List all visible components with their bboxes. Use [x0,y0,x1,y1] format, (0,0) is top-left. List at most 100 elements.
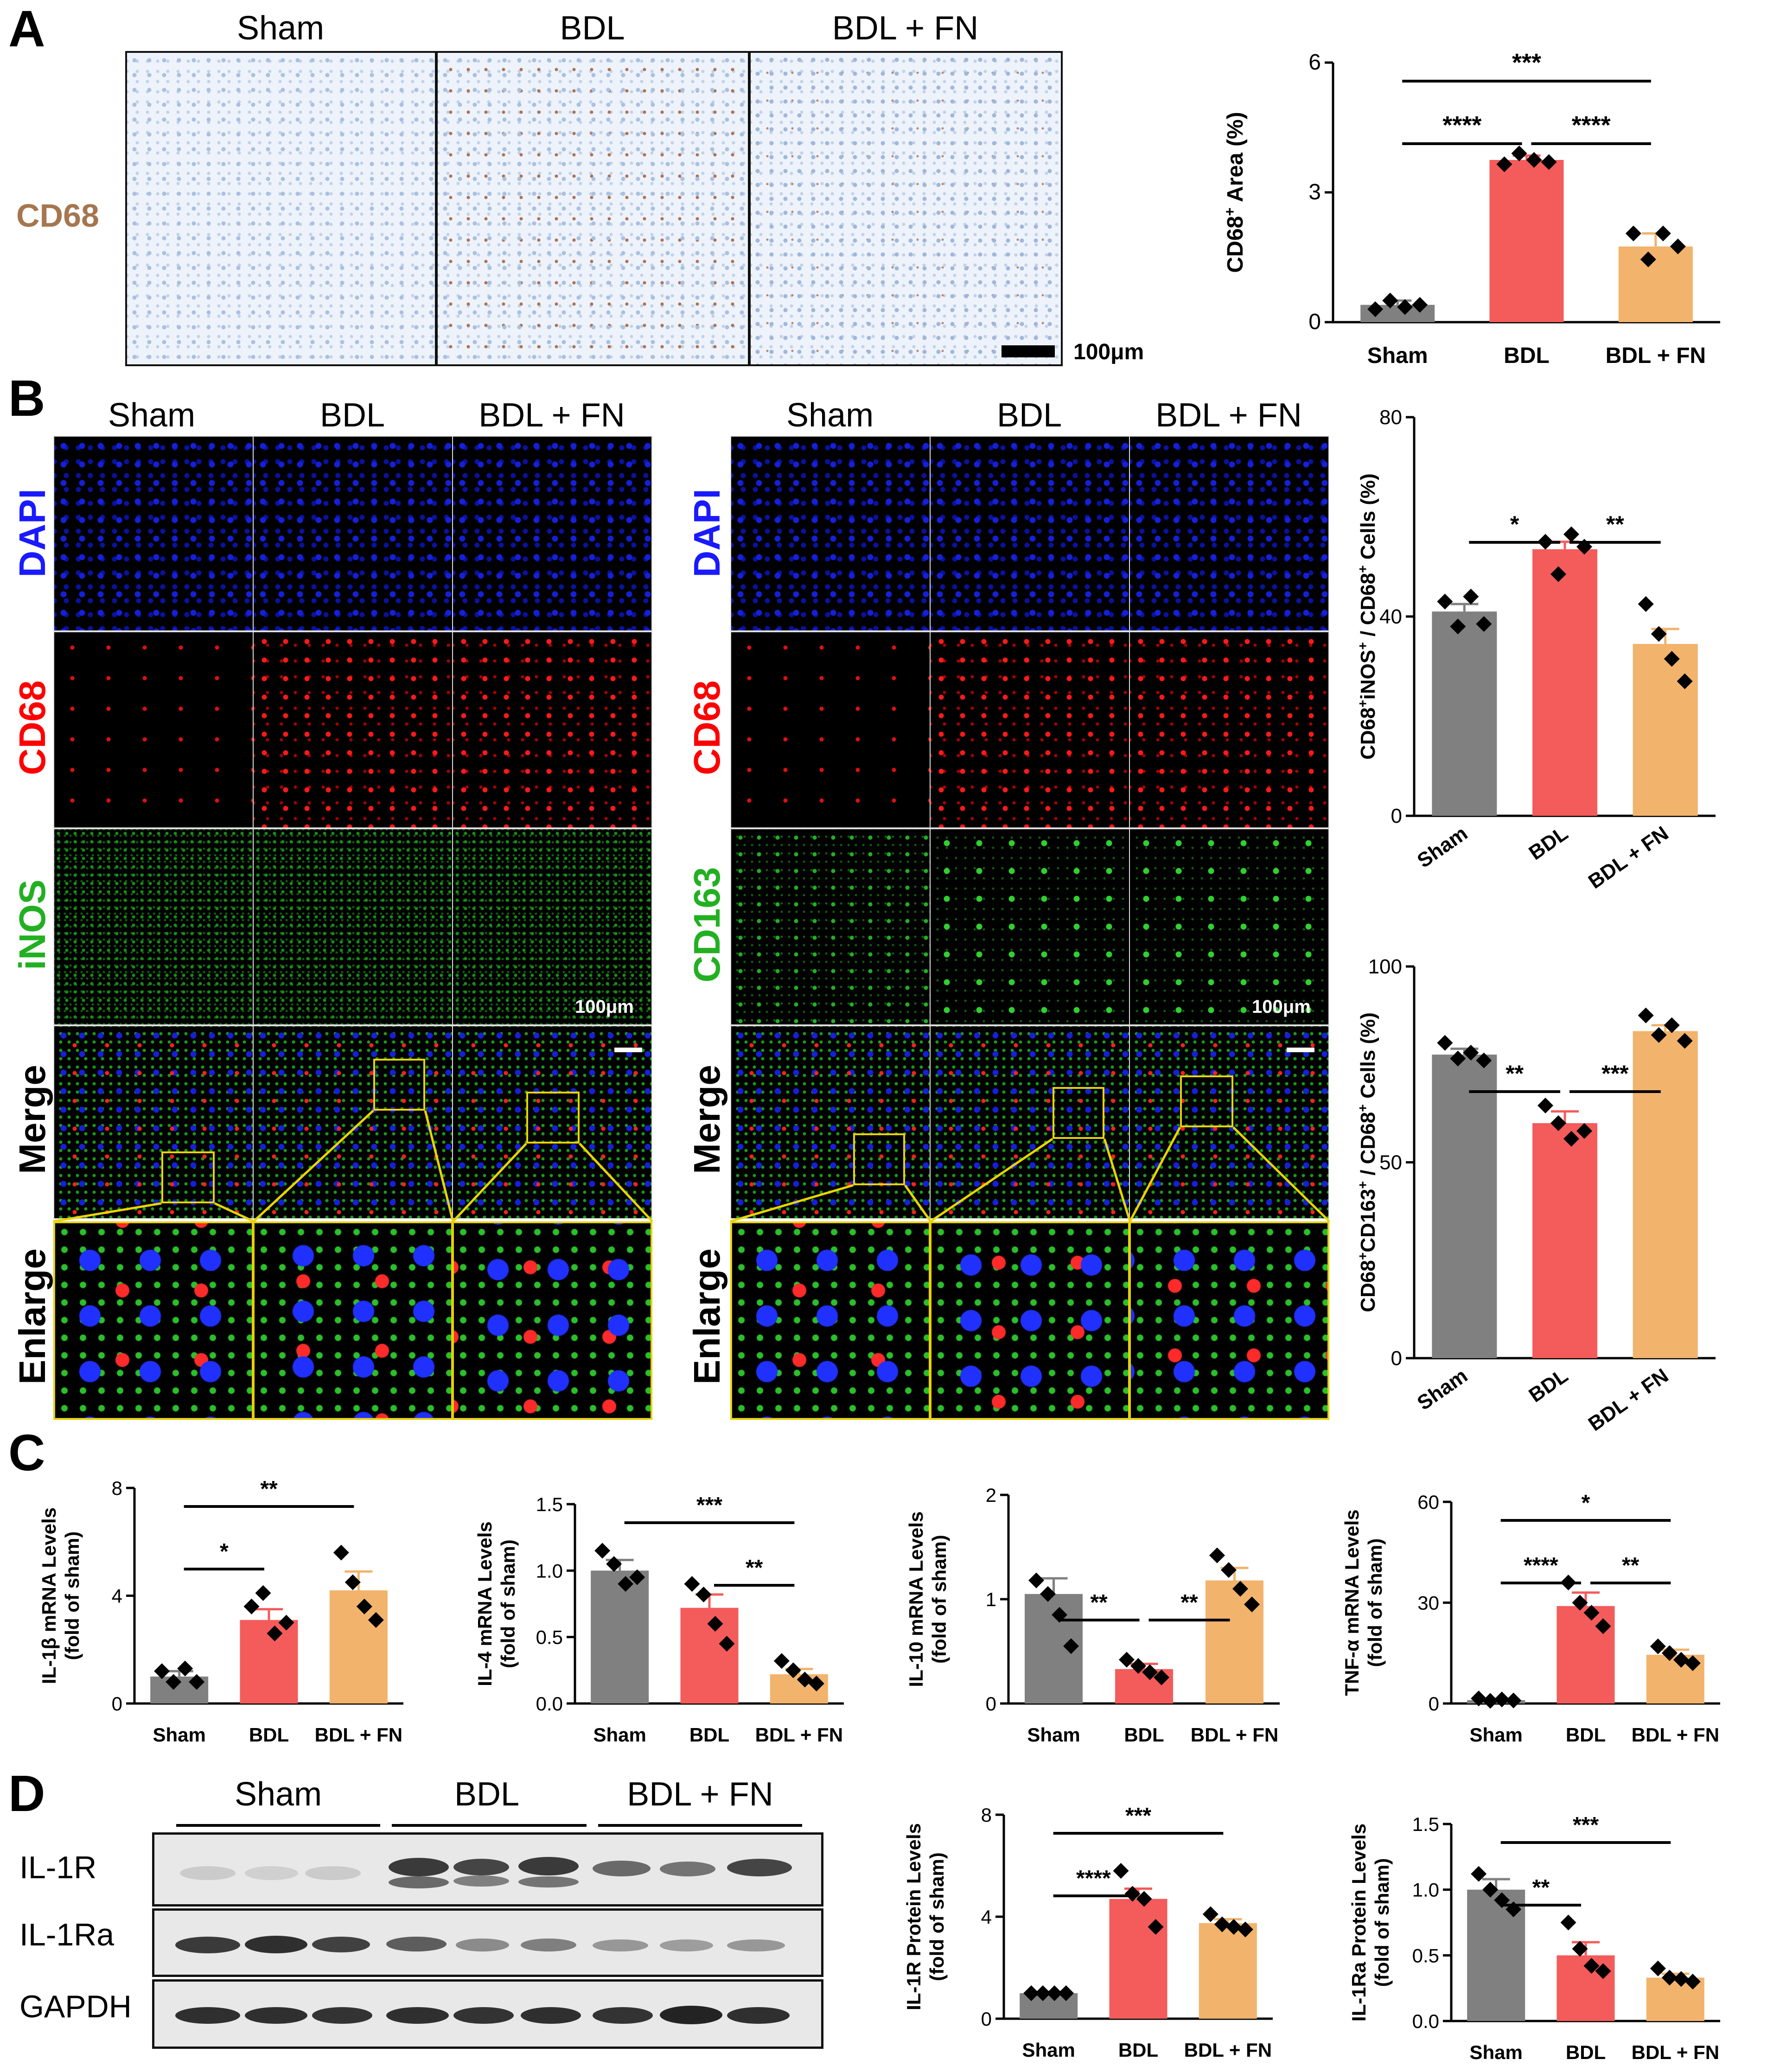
col-header-bdl: BDL [560,10,625,47]
chart-a-point [1412,297,1428,313]
chart-c3-point [1028,1572,1044,1589]
panel-label-b: B [8,370,45,427]
chart-d1-ytick-label: 0 [981,2008,992,2030]
fl-cd163-sham [730,828,931,1025]
chart-a-ytick-label: 0 [1308,310,1321,334]
chart-c2-point [773,1653,790,1669]
chart-d1-point [1225,1919,1242,1935]
chart-c4-sig-label: * [1582,1491,1590,1515]
ihc-image-sham [125,51,437,366]
chart-a-point [1625,225,1641,242]
chart-d2-xlabel-1: BDL [1566,2041,1606,2063]
chart-d2-ytick-label: 0.5 [1412,1945,1439,1966]
chart-b1-point [1664,651,1680,667]
zoom-box-sham-r [853,1133,905,1185]
chart-b1-point [1437,593,1453,610]
b-right-header-sham: Sham [786,397,874,434]
chart-c3-point [1209,1547,1225,1564]
chart-d2-ytick-label: 1.5 [1412,1813,1439,1835]
chart-c3-ytick-label: 0 [986,1693,996,1715]
chart-c4-point [1673,1652,1689,1668]
chart-b2-point [1538,1097,1553,1113]
chart-b2-point [1563,1131,1579,1147]
fl-inos-bdl [253,828,453,1025]
chart-d2-xlabel-0: Sham [1469,2041,1522,2063]
chart-b1-xlabel-2: BDL + FN [1584,822,1673,893]
chart-b1-ytick-label: 80 [1379,406,1402,429]
chart-d2-point [1595,1963,1611,1979]
chart-c3-ytick-label: 1 [986,1589,996,1610]
chart-b1-point [1450,618,1466,635]
b-right-header-bdl-fn: BDL + FN [1155,397,1302,434]
chart-d1-ytick-label: 8 [981,1804,992,1826]
chart-d1-point [1023,1985,1040,2001]
chart-d1-xlabel-0: Sham [1022,2039,1075,2061]
chart-a-xlabel-0: Sham [1367,343,1428,368]
chart-b1-ylabel: CD68+iNOS+ / CD68+ Cells (%) [1356,473,1379,759]
chart-b2-bar-0 [1432,1055,1497,1358]
chart-d2-point [1684,1974,1701,1989]
chart-b2-bar-1 [1532,1123,1597,1358]
chart-c4-bar-1 [1557,1606,1615,1703]
chart-a-point [1640,251,1656,267]
chart-d1-ytick-label: 4 [981,1906,992,1928]
chart-c2-point [808,1676,824,1691]
fl-dapi-bdl [253,436,453,631]
chart-c3-ytick-label: 2 [986,1484,996,1506]
chart-c1-ytick-label: 0 [112,1693,122,1715]
chart-c3-point [1119,1652,1135,1668]
row-label-cd68: CD68 [16,197,99,234]
chart-d2-point [1572,1941,1588,1957]
chart-d2-point [1673,1971,1689,1987]
chart-c1-point [356,1598,372,1614]
chart-c2-xlabel-1: BDL [689,1724,729,1746]
chart-c3-xlabel-1: BDL [1124,1724,1164,1746]
blot-strip-il1ra [152,1908,823,1977]
chart-a-point [1670,238,1686,254]
chart-c3-sig-label: ** [1090,1590,1108,1615]
chart-b1-ytick-label: 0 [1391,805,1402,827]
fl-dapi-bdl-r [930,436,1130,631]
chart-c1-sig-label: ** [260,1477,278,1501]
chart-d1-xlabel-1: BDL [1118,2039,1158,2061]
chart-a-point [1382,292,1398,309]
chart-d1-sig-label: **** [1076,1866,1111,1891]
panel-label-c: C [8,1424,45,1481]
b-right-header-bdl: BDL [996,397,1062,434]
chart-c1-point [255,1585,271,1601]
fl-cd68-bdl-r [930,631,1130,828]
chart-b2-point [1664,1017,1680,1033]
chart-c1-bar-2 [329,1590,388,1703]
chart-a-point [1526,152,1542,168]
chart-c4-point [1661,1645,1678,1661]
chart-b2-sig-label: ** [1506,1061,1524,1087]
chart-c4-xlabel-1: BDL [1566,1724,1606,1746]
chart-c4-point [1684,1655,1701,1671]
chart-b2-ytick-label: 0 [1391,1347,1402,1370]
chart-b2-point [1638,1007,1654,1023]
chart-d2-point [1560,1914,1576,1931]
blot-header-bdl-fn: BDL + FN [627,1776,773,1813]
chart-c3-ylabel: (fold of sham) [928,1535,950,1664]
chart-c2-xlabel-0: Sham [593,1724,646,1746]
chart-d1-bar-1 [1109,1899,1168,2019]
scale-label-a: 100μm [1073,340,1144,364]
chart-b2-point [1463,1044,1479,1061]
chart-b1-sig-label: ** [1606,511,1624,537]
fl-cd163-bdl [930,828,1130,1025]
fl-dapi-bdl-fn [452,436,652,631]
chart-b2-point [1677,1033,1693,1049]
chart-c1-point [177,1660,193,1677]
chart-c1-ytick-label: 4 [112,1585,122,1607]
chart-c3-xlabel-0: Sham [1027,1724,1080,1746]
chart-c1-point [368,1612,384,1628]
blot-header-bdl: BDL [454,1776,520,1813]
chart-c3-sig-label: ** [1180,1590,1198,1615]
chart-a-ylabel: CD68+ Area (%) [1222,112,1248,273]
chart-d2-point [1650,1960,1666,1977]
chart-d1-point [1237,1921,1253,1938]
chart-d1-point [1113,1863,1129,1879]
chart-c4-point [1572,1595,1588,1611]
fl-dapi-bdl-fn-r [1129,436,1329,631]
